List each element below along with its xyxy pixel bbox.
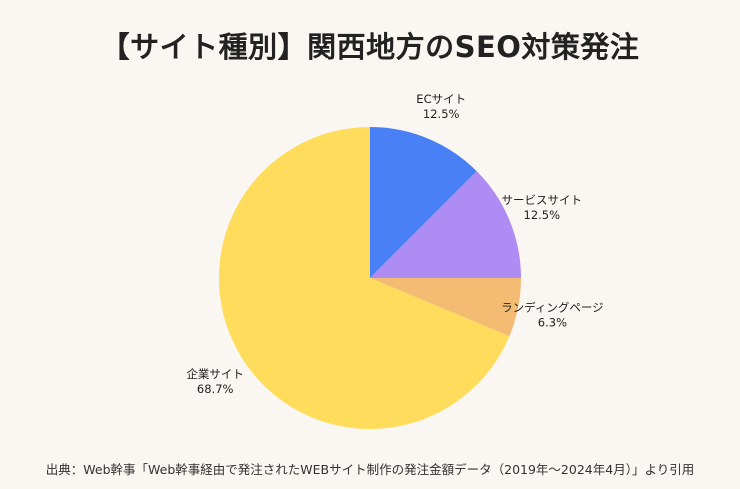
slice-percent-corporate-site: 68.7% (197, 382, 234, 396)
slice-percent-ec-site: 12.5% (423, 107, 460, 121)
source-note: 出典：Web幹事「Web幹事経由で発注されたWEBサイト制作の発注金額データ（2… (45, 462, 695, 477)
chart-title: 【サイト種別】関西地方のSEO対策発注 (100, 30, 640, 64)
slice-label-ec-site: ECサイト (416, 92, 466, 106)
pie-slice-ec-site (370, 127, 477, 278)
slice-percent-service-site: 12.5% (524, 208, 561, 222)
slice-label-service-site: サービスサイト (502, 193, 583, 207)
slice-percent-landing-page: 6.3% (538, 316, 567, 330)
slice-label-landing-page: ランディングページ (501, 301, 603, 315)
pie-slice-service-site (370, 171, 521, 278)
pie-slice-corporate-site (218, 126, 510, 430)
pie-slice-landing-page (370, 278, 521, 337)
slice-label-corporate-site: 企業サイト (186, 367, 244, 381)
